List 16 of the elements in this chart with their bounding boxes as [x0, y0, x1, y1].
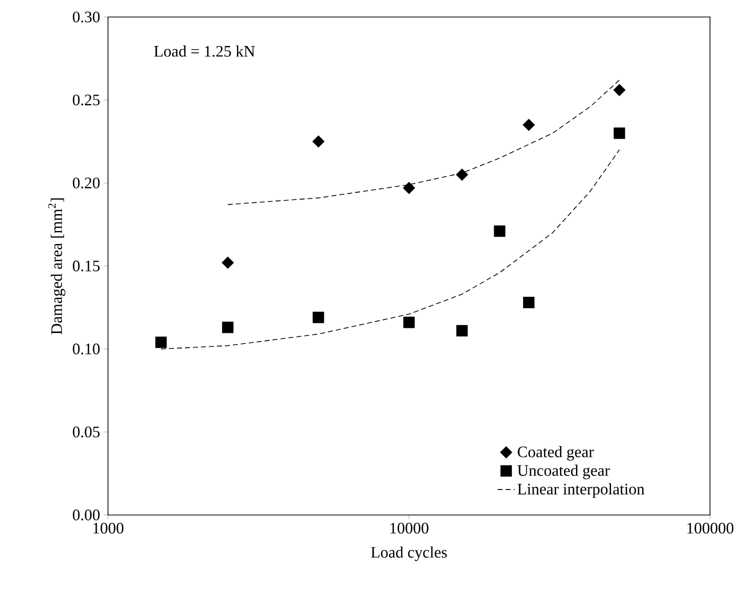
legend-label: Linear interpolation — [518, 483, 644, 498]
legend-label: Uncoated gear — [517, 464, 610, 480]
x-tick-label: 1000 — [93, 522, 124, 534]
x-tick-label: 100000 — [687, 522, 734, 534]
y-tick-label: 0.25 — [72, 94, 100, 106]
y-tick-label: 0.30 — [72, 12, 100, 22]
x-axis-title: Load cycles — [371, 546, 447, 561]
y-tick-label: 0.10 — [72, 344, 100, 354]
y-tick-label: 0.00 — [72, 510, 100, 520]
legend-label: Coated gear — [518, 446, 594, 461]
y-axis-title: Damaged area [mm$^{2}$] — [48, 198, 66, 334]
x-tick-label: 10000 — [390, 522, 428, 534]
y-tick-label: 0.05 — [72, 426, 100, 438]
y-tick-label: 0.15 — [72, 260, 100, 272]
annotation: Load = 1.25 kN — [154, 45, 255, 57]
y-tick-label: 0.20 — [72, 178, 100, 188]
